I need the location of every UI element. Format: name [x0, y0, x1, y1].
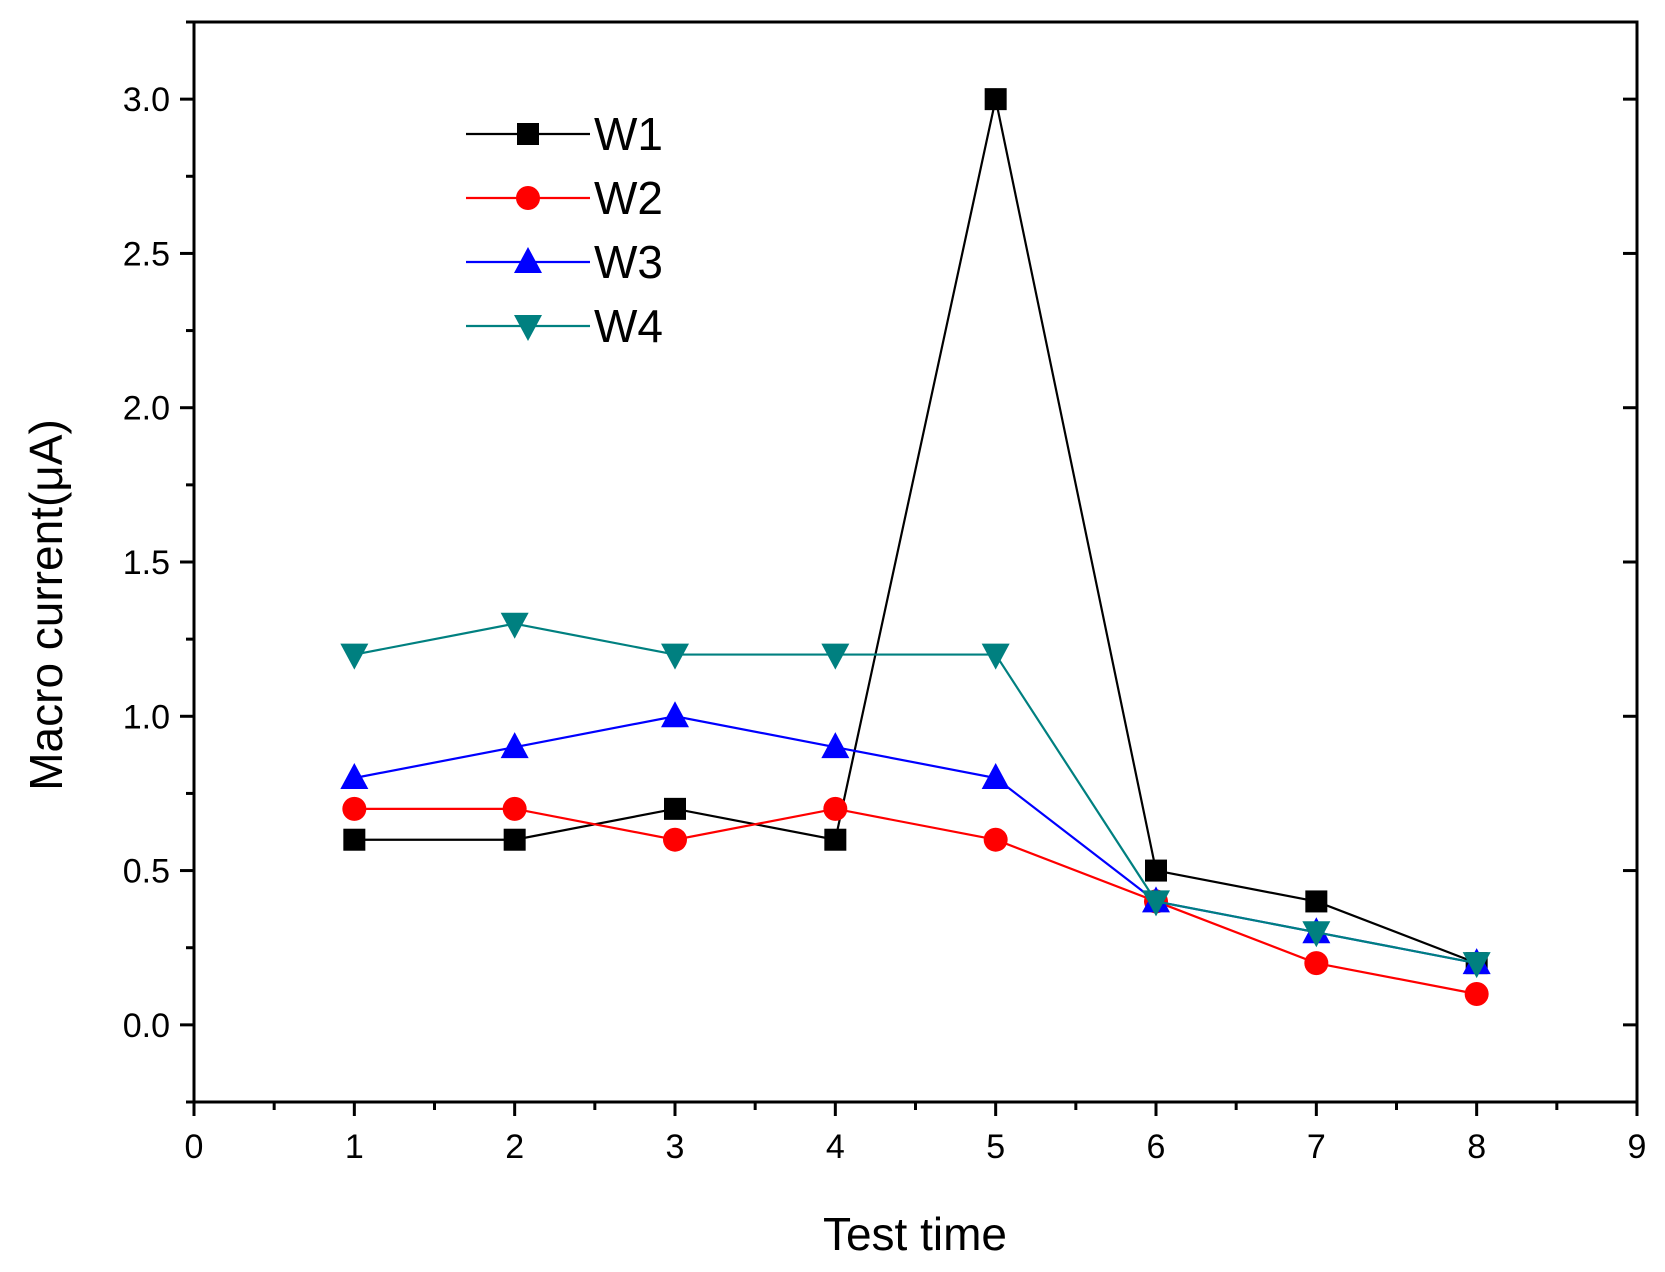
- data-point-W3: [821, 732, 850, 759]
- y-tick-label: 1.5: [123, 544, 170, 582]
- data-point-W1: [1305, 890, 1328, 913]
- data-point-W3: [500, 732, 529, 759]
- data-point-W2: [983, 827, 1008, 852]
- x-tick-label: 7: [1307, 1128, 1326, 1166]
- data-point-W2: [663, 827, 687, 852]
- x-tick-label: 6: [1147, 1128, 1166, 1166]
- x-tick-label: 2: [505, 1128, 524, 1166]
- series-line-W4: [354, 622, 1477, 965]
- series-line-W1: [354, 98, 1478, 965]
- data-point-W2: [1304, 951, 1329, 976]
- y-tick-label: 0.0: [123, 1007, 170, 1045]
- x-tick-label: 9: [1628, 1128, 1647, 1166]
- legend-item-W2: W2: [466, 172, 663, 224]
- data-point-W4: [661, 643, 689, 670]
- y-tick-label: 2.0: [123, 390, 170, 428]
- y-tick-label: 3.0: [123, 81, 170, 119]
- data-point-W1: [824, 828, 847, 851]
- data-point-W3: [340, 763, 369, 789]
- x-tick-label: 5: [986, 1128, 1005, 1166]
- y-axis-title: Macro current(μA): [20, 419, 72, 791]
- legend-marker: [514, 315, 542, 341]
- x-axis-title: Test time: [823, 1208, 1007, 1260]
- data-point-W1: [984, 88, 1007, 111]
- plot-frame: [192, 20, 1639, 1104]
- data-point-W4: [981, 643, 1010, 670]
- axis-tick-labels: 0 1 2 3 4 5 6 7 8 9 0.0 0.5 1.0 1.5 2.0 2.5 3.0: [123, 81, 1647, 1166]
- data-point-W4: [1302, 921, 1331, 948]
- y-tick-label: 0.5: [123, 853, 170, 891]
- series-line-W2: [354, 807, 1477, 996]
- x-tick-label: 8: [1467, 1128, 1486, 1166]
- data-point-W4: [500, 612, 529, 639]
- legend: W1 W2 W3 W4: [466, 108, 663, 352]
- legend-marker: [514, 247, 542, 273]
- x-tick-label: 3: [666, 1128, 685, 1166]
- legend-marker: [516, 186, 540, 210]
- x-tick-label: 4: [826, 1128, 845, 1166]
- legend-label: W2: [594, 172, 663, 224]
- data-point-W4: [821, 643, 850, 670]
- data-point-W2: [823, 796, 848, 821]
- legend-label: W3: [594, 236, 663, 288]
- data-point-W4: [1462, 952, 1491, 979]
- legend-label: W1: [594, 108, 663, 160]
- legend-item-W4: W4: [466, 300, 663, 352]
- series-W1: [343, 88, 1488, 975]
- data-point-W1: [343, 828, 366, 851]
- y-tick-label: 2.5: [123, 235, 170, 273]
- data-series: [340, 88, 1491, 1006]
- x-tick-label: 0: [185, 1128, 204, 1166]
- legend-label: W4: [594, 300, 663, 352]
- axis-ticks: [180, 20, 1639, 1116]
- legend-item-W1: W1: [466, 108, 663, 160]
- series-W4: [340, 612, 1491, 979]
- data-point-W1: [503, 828, 526, 851]
- data-point-W2: [1464, 982, 1489, 1006]
- y-tick-label: 1.0: [123, 698, 170, 736]
- legend-item-W3: W3: [466, 236, 663, 288]
- data-point-W3: [661, 701, 689, 728]
- data-point-W4: [340, 643, 369, 670]
- x-tick-label: 1: [345, 1128, 364, 1166]
- legend-marker: [517, 123, 539, 145]
- data-point-W4: [1142, 890, 1170, 917]
- data-point-W3: [981, 763, 1010, 789]
- series-W2: [342, 796, 1489, 1006]
- data-point-W1: [1145, 859, 1167, 882]
- data-point-W1: [664, 797, 686, 820]
- data-point-W2: [342, 796, 367, 821]
- data-point-W2: [502, 796, 527, 821]
